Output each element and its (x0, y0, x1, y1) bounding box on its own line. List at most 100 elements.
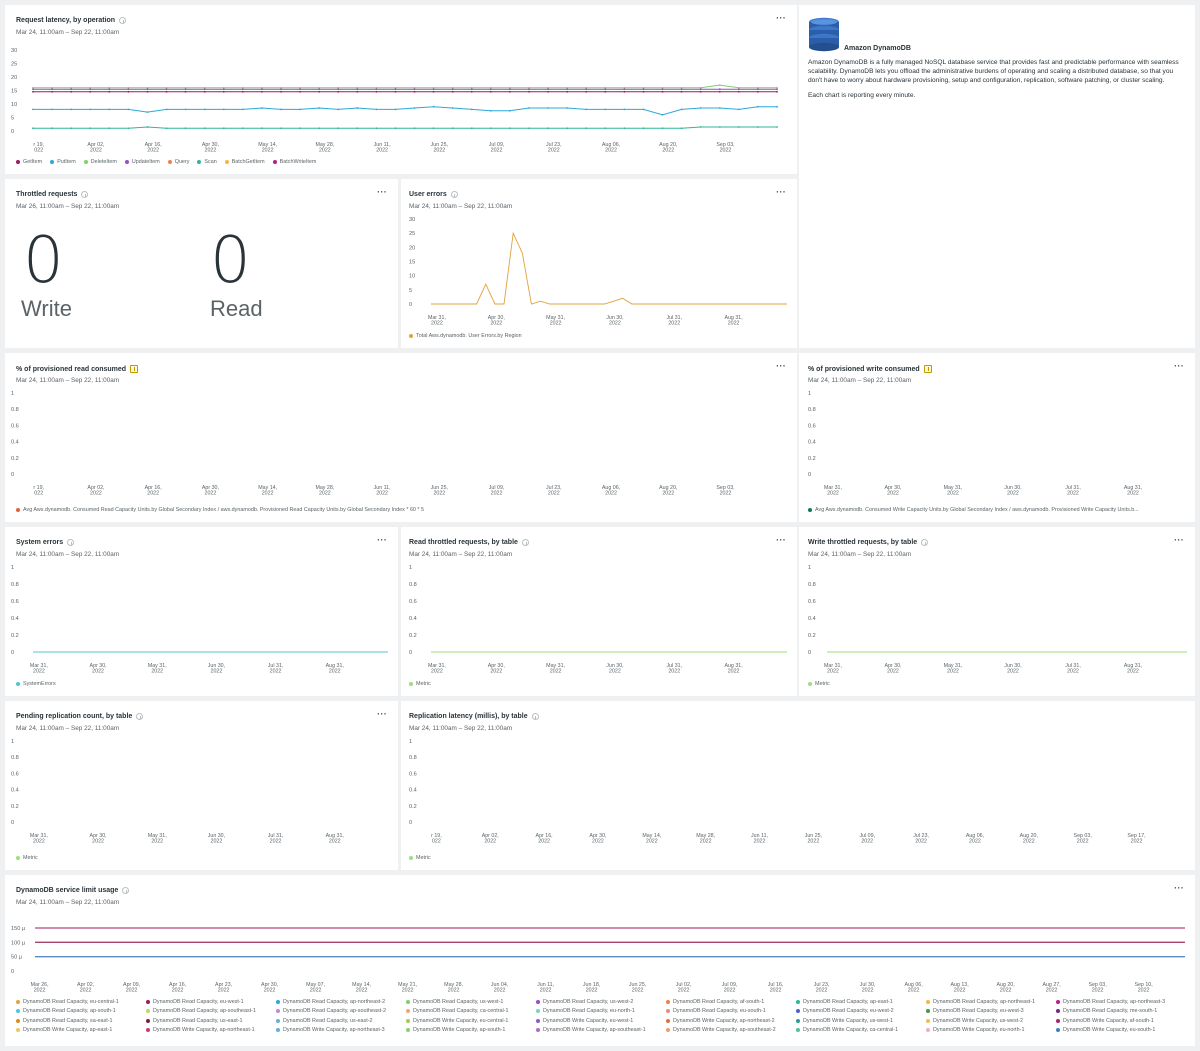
data-point (566, 127, 569, 130)
ellipsis-icon[interactable]: ··· (776, 13, 786, 23)
y-tick-label: 0.6 (11, 771, 19, 777)
info-icon[interactable] (67, 539, 75, 546)
legend-item[interactable]: DynamoDB Read Capacity, us-east-2 (276, 1018, 406, 1024)
info-icon[interactable] (521, 539, 529, 546)
legend-item[interactable]: Scan (197, 159, 217, 165)
legend-item[interactable]: BatchGetItem (224, 159, 265, 165)
legend-item[interactable]: DynamoDB Write Capacity, ap-northeast-1 (146, 1027, 276, 1033)
legend-item[interactable]: DynamoDB Write Capacity, eu-south-1 (1056, 1027, 1186, 1033)
info-icon[interactable] (921, 539, 929, 546)
legend-item[interactable]: Metric (409, 855, 431, 861)
legend-label: DynamoDB Write Capacity, us-west-2 (933, 1017, 1023, 1024)
data-point (470, 88, 473, 91)
info-icon[interactable] (122, 887, 130, 894)
warning-icon[interactable] (923, 365, 932, 373)
ellipsis-icon[interactable]: ··· (776, 187, 786, 197)
legend-item[interactable]: DynamoDB Write Capacity, eu-north-1 (926, 1027, 1056, 1033)
legend-item[interactable]: DynamoDB Write Capacity, ap-northeast-3 (276, 1027, 406, 1033)
info-icon[interactable] (531, 713, 539, 720)
legend-item[interactable]: DynamoDB Read Capacity, eu-west-1 (146, 999, 276, 1005)
y-tick-label: 30 (11, 48, 17, 54)
legend-item[interactable]: DynamoDB Read Capacity, eu-west-3 (926, 1008, 1056, 1014)
info-icon[interactable] (450, 191, 458, 198)
data-point (375, 108, 378, 111)
legend-item[interactable]: DeleteItem (83, 159, 117, 165)
ellipsis-icon[interactable]: ··· (1174, 883, 1184, 893)
ellipsis-icon[interactable]: ··· (377, 709, 387, 719)
legend-item[interactable]: DynamoDB Read Capacity, eu-north-1 (536, 1008, 666, 1014)
legend-item[interactable]: DynamoDB Read Capacity, us-west-1 (406, 999, 536, 1005)
data-point (165, 86, 168, 89)
legend-item[interactable]: DynamoDB Write Capacity, ap-southeast-2 (666, 1027, 796, 1033)
ellipsis-icon[interactable]: ··· (1174, 535, 1184, 545)
legend-item[interactable]: DynamoDB Read Capacity, me-south-1 (1056, 1008, 1186, 1014)
info-icon[interactable] (136, 713, 144, 720)
legend-item[interactable]: DynamoDB Read Capacity, us-west-2 (536, 999, 666, 1005)
legend-item[interactable]: DynamoDB Write Capacity, us-west-2 (926, 1018, 1056, 1024)
data-point (699, 86, 702, 89)
legend-item[interactable]: GetItem (16, 159, 42, 165)
legend-item[interactable]: Metric (808, 681, 830, 687)
data-point (547, 90, 549, 93)
legend-label: Query (174, 159, 190, 165)
y-tick-label: 0.8 (409, 582, 417, 588)
data-point (509, 86, 511, 89)
y-tick-label: 0.8 (11, 582, 19, 588)
warning-icon[interactable] (130, 365, 139, 373)
legend-item[interactable]: DynamoDB Read Capacity, ap-northeast-1 (926, 999, 1056, 1005)
legend-item[interactable]: DynamoDB Read Capacity, ca-central-1 (406, 1008, 536, 1014)
legend-item[interactable]: Query (167, 159, 190, 165)
data-point (222, 90, 225, 93)
x-tick-label: Aug 31, 2022 (326, 663, 344, 675)
legend-item[interactable]: DynamoDB Write Capacity, us-west-1 (796, 1018, 926, 1024)
y-tick-label: 10 (11, 102, 17, 108)
legend-item[interactable]: DynamoDB Write Capacity, eu-west-1 (536, 1018, 666, 1024)
legend-item[interactable]: DynamoDB Read Capacity, ap-south-1 (16, 1008, 146, 1014)
data-point (146, 111, 149, 113)
data-point (375, 86, 378, 89)
legend-item[interactable]: DynamoDB Read Capacity, eu-central-1 (16, 999, 146, 1005)
legend-item[interactable]: DynamoDB Read Capacity, ap-northeast-3 (1056, 999, 1186, 1005)
legend-item[interactable]: Avg Aws.dynamodb. Consumed Write Capacit… (808, 507, 1139, 513)
x-tick-label: Sep 03, 2022 (716, 142, 734, 154)
legend-item[interactable]: DynamoDB Read Capacity, ap-northeast-2 (276, 999, 406, 1005)
legend-item[interactable]: UpdateItem (124, 159, 160, 165)
ellipsis-icon[interactable]: ··· (776, 361, 786, 371)
ellipsis-icon[interactable]: ··· (776, 535, 786, 545)
info-icon[interactable] (81, 191, 89, 198)
legend-item[interactable]: DynamoDB Read Capacity, ap-east-1 (796, 999, 926, 1005)
legend-item[interactable]: DynamoDB Write Capacity, ca-central-1 (796, 1027, 926, 1033)
data-point (432, 88, 435, 91)
legend-label: DynamoDB Write Capacity, eu-south-1 (1063, 1027, 1156, 1034)
legend-swatch (409, 856, 413, 860)
legend-label: DynamoDB Write Capacity, ap-northeast-1 (153, 1027, 255, 1034)
ellipsis-icon[interactable]: ··· (377, 187, 387, 197)
info-icon[interactable] (119, 17, 127, 24)
legend-item[interactable]: Metric (409, 681, 431, 687)
legend-item[interactable]: DynamoDB Write Capacity, ap-east-1 (16, 1027, 146, 1033)
legend-item[interactable]: DynamoDB Write Capacity, eu-central-1 (406, 1018, 536, 1024)
data-point (108, 88, 111, 91)
legend-item[interactable]: BatchWriteItem (272, 159, 316, 165)
legend-item[interactable]: DynamoDB Write Capacity, ap-south-1 (406, 1027, 536, 1033)
legend-item[interactable]: DynamoDB Read Capacity, sa-east-1 (16, 1018, 146, 1024)
legend-item[interactable]: DynamoDB Read Capacity, ap-southeast-2 (276, 1008, 406, 1014)
ellipsis-icon[interactable]: ··· (377, 535, 387, 545)
legend-item[interactable]: DynamoDB Read Capacity, us-east-1 (146, 1018, 276, 1024)
legend-item[interactable]: DynamoDB Write Capacity, af-south-1 (1056, 1018, 1186, 1024)
legend-item[interactable]: DynamoDB Read Capacity, af-south-1 (666, 999, 796, 1005)
legend-item[interactable]: Avg Aws.dynamodb. Consumed Read Capacity… (16, 507, 424, 513)
legend-item[interactable]: PutItem (50, 159, 76, 165)
legend-item[interactable]: DynamoDB Read Capacity, ap-southeast-1 (146, 1008, 276, 1014)
legend-item[interactable]: SystemErrors (16, 681, 56, 687)
ellipsis-icon[interactable]: ··· (1174, 361, 1184, 371)
legend-item[interactable]: DynamoDB Write Capacity, ap-northeast-2 (666, 1018, 796, 1024)
legend-item[interactable]: DynamoDB Read Capacity, eu-south-1 (666, 1008, 796, 1014)
data-point (528, 90, 530, 93)
x-tick-label: Apr 02, 2022 (482, 833, 499, 845)
legend-item[interactable]: Metric (16, 855, 38, 861)
data-point (356, 127, 359, 130)
legend-item[interactable]: Total Aws.dynamodb. User Errors.by Regio… (409, 333, 522, 339)
legend-item[interactable]: DynamoDB Read Capacity, eu-west-2 (796, 1008, 926, 1014)
legend-item[interactable]: DynamoDB Write Capacity, ap-southeast-1 (536, 1027, 666, 1033)
